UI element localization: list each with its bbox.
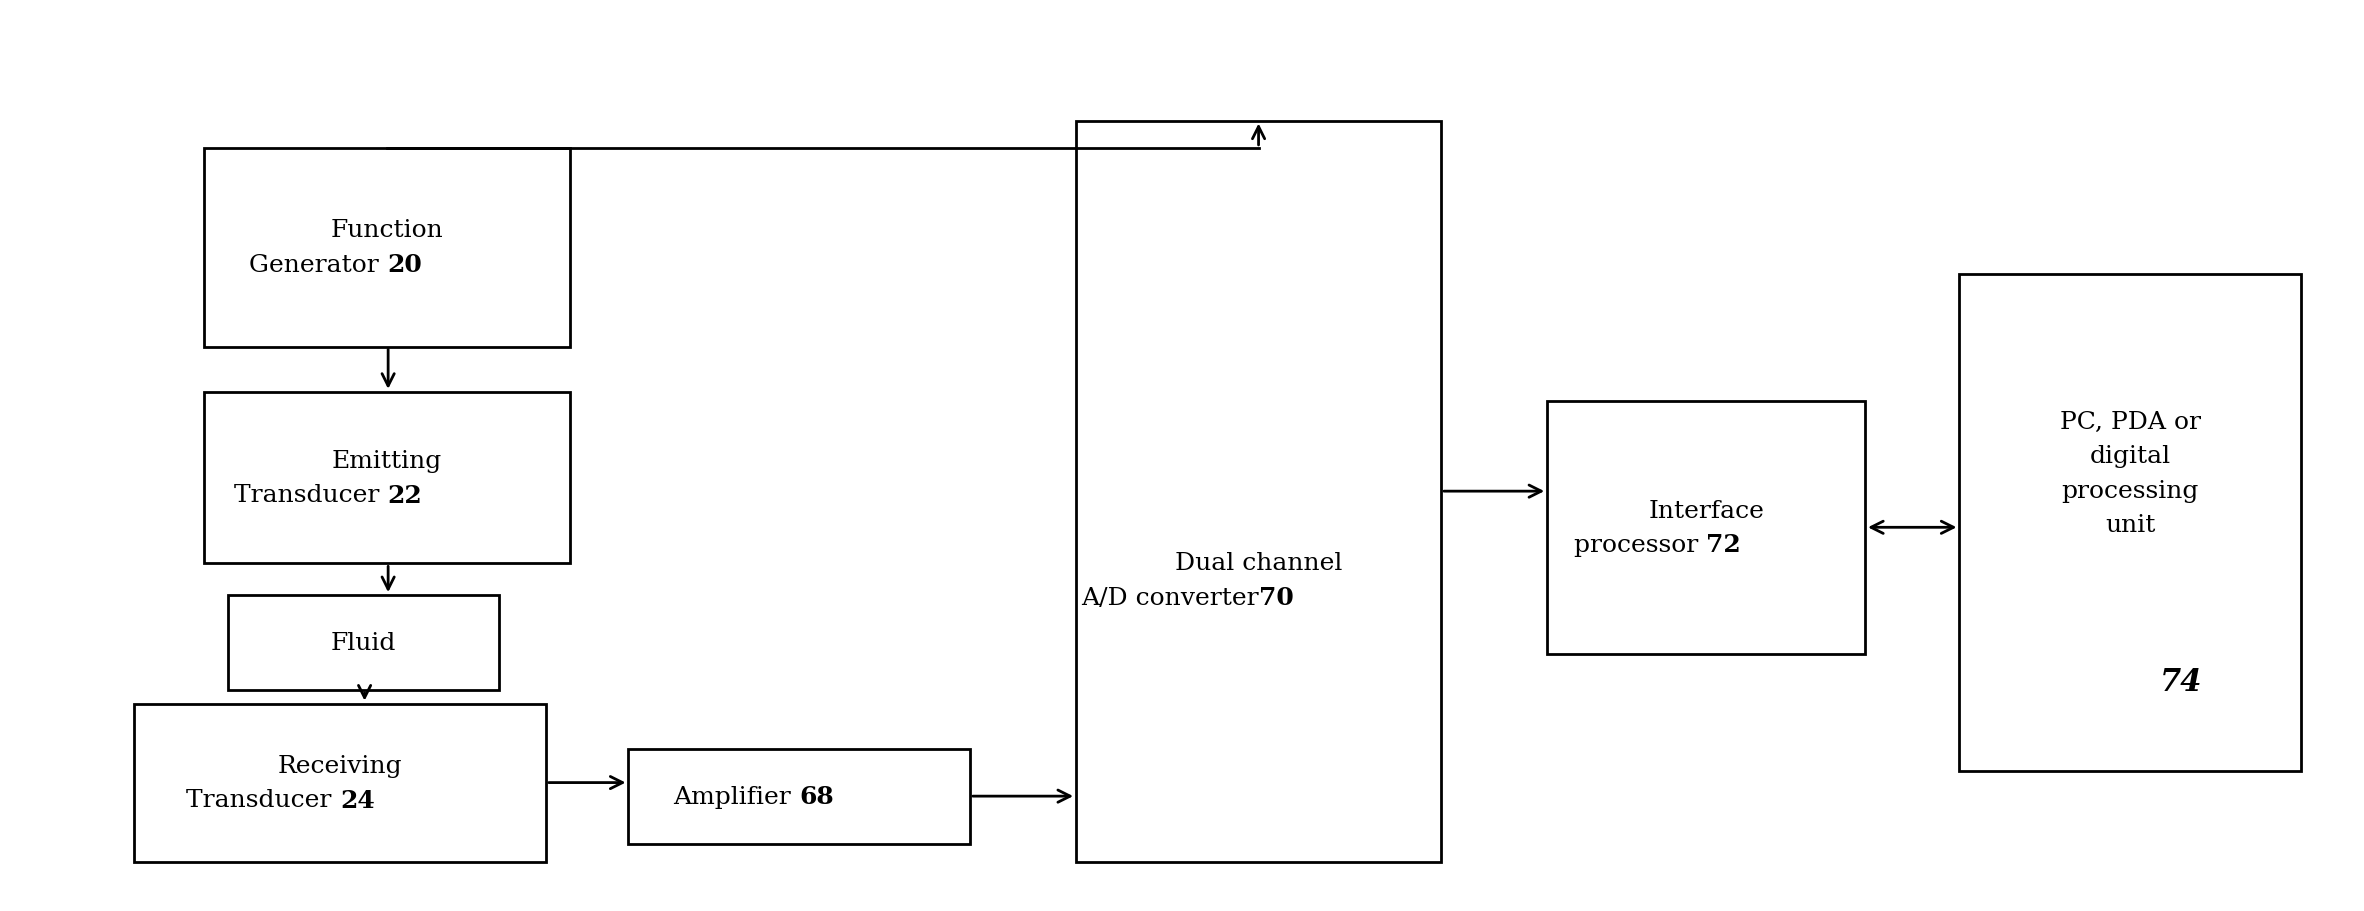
Bar [1076,121,1442,862]
Text: Transducer 22: Transducer 22 [296,484,480,507]
Text: 68: 68 [799,784,834,808]
Bar [135,703,546,862]
Text: A/D converter: A/D converter [1080,586,1258,609]
Text: Dual channel: Dual channel [1175,552,1343,575]
Bar [1546,402,1865,654]
Text: 72: 72 [1707,533,1740,557]
Text: digital: digital [2090,445,2170,468]
Text: 20: 20 [388,253,421,277]
Bar [1960,275,2300,772]
Text: Function: Function [331,220,444,242]
Text: A/D converter70: A/D converter70 [1154,586,1364,609]
Bar [227,596,499,691]
Text: Transducer: Transducer [187,788,340,812]
Text: processor 72: processor 72 [1624,533,1787,557]
Text: unit: unit [2104,514,2156,537]
Text: Emitting: Emitting [331,449,442,473]
Text: Fluid: Fluid [331,631,397,654]
Text: Generator 20: Generator 20 [303,253,473,277]
Text: processing: processing [2061,479,2199,502]
Text: Interface: Interface [1648,499,1764,522]
Text: 74: 74 [2161,667,2203,698]
Text: Amplifier: Amplifier [674,784,799,808]
Bar [203,393,570,564]
Text: 70: 70 [1258,586,1293,609]
Text: Receiving: Receiving [277,754,402,777]
Text: processor: processor [1574,533,1707,557]
Bar [203,148,570,347]
Text: PC, PDA or: PC, PDA or [2059,411,2201,434]
Text: 22: 22 [388,483,421,507]
Bar [629,749,969,844]
Text: Generator: Generator [248,253,388,277]
Text: Transducer 24: Transducer 24 [248,788,433,812]
Text: Transducer: Transducer [234,484,388,507]
Text: 24: 24 [340,788,374,812]
Text: Amplifier 68: Amplifier 68 [721,784,877,808]
